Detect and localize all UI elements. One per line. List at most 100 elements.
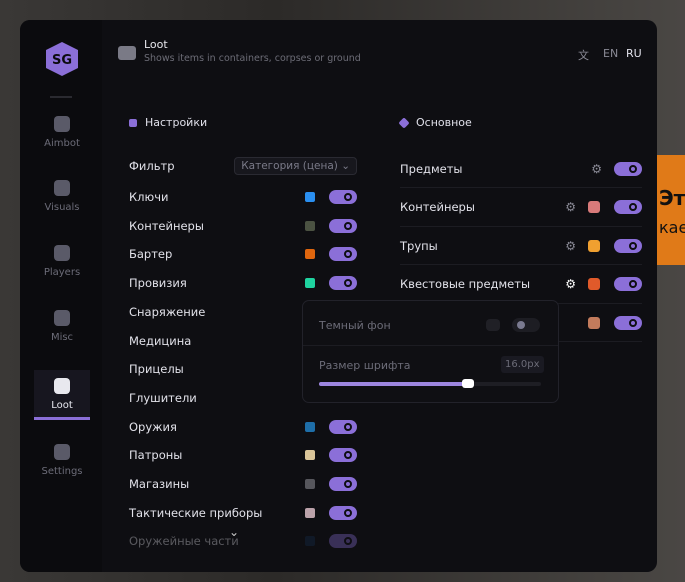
color-swatch[interactable] <box>305 192 315 202</box>
sidebar-item-label: Visuals <box>44 202 80 213</box>
sidebar-item-label: Misc <box>50 332 74 343</box>
dark-bg-toggle[interactable] <box>512 318 540 332</box>
logo-icon: SG <box>46 42 78 76</box>
list-item: Снаряжение <box>129 301 357 323</box>
svg-text:SG: SG <box>52 53 72 68</box>
toggle[interactable] <box>329 477 357 491</box>
sidebar-item-label: Settings <box>41 466 83 477</box>
color-swatch[interactable] <box>305 278 315 289</box>
list-item: Оружейные части <box>129 530 357 552</box>
toggle[interactable] <box>614 277 642 291</box>
list-item: Трупы ⚙ <box>400 227 642 265</box>
color-swatch[interactable] <box>486 319 500 331</box>
toggle[interactable] <box>329 505 357 520</box>
diamond-icon <box>398 116 410 129</box>
color-swatch[interactable] <box>305 220 315 231</box>
sidebar: SG Aimbot Visuals Players Misc Loot Settings <box>20 20 102 572</box>
sidebar-item-aimbot[interactable]: Aimbot <box>34 108 90 158</box>
item-label: Контейнеры <box>129 218 204 233</box>
color-swatch[interactable] <box>588 278 600 290</box>
color-swatch[interactable] <box>305 536 315 547</box>
sidebar-item-loot[interactable]: Loot <box>34 370 90 420</box>
gamepad-icon <box>54 180 70 196</box>
list-item: Квестовые предметы ⚙ <box>400 266 642 304</box>
item-label: Глушители <box>129 390 197 405</box>
toggle[interactable] <box>614 315 642 330</box>
toggle[interactable] <box>329 190 357 204</box>
list-item: Предметы ⚙ <box>400 150 642 188</box>
gear-icon <box>129 118 137 127</box>
sidebar-item-settings[interactable]: Settings <box>34 436 90 486</box>
color-swatch[interactable] <box>588 239 600 252</box>
sidebar-item-misc[interactable]: Misc <box>34 302 90 352</box>
settings-panel: Настройки Фильтр Категория (цена) ⌄ Ключи… <box>115 100 371 555</box>
item-label: Медицина <box>129 333 192 348</box>
dark-bg-label: Темный фон <box>319 319 391 332</box>
lang-en[interactable]: EN <box>603 47 619 60</box>
gear-icon[interactable]: ⚙ <box>565 277 576 291</box>
list-item: Контейнеры <box>129 215 357 237</box>
sidebar-item-label: Aimbot <box>44 138 80 149</box>
font-size-slider[interactable] <box>319 379 541 388</box>
color-swatch[interactable] <box>305 249 315 260</box>
sidebar-item-players[interactable]: Players <box>34 237 90 287</box>
item-label: Провизия <box>129 276 187 291</box>
item-label: Бартер <box>129 247 173 262</box>
toggle[interactable] <box>614 200 642 214</box>
font-size-label: Размер шрифта <box>319 359 411 372</box>
gear-icon[interactable]: ⚙ <box>565 238 576 253</box>
list-item: Магазины <box>129 473 357 495</box>
users-icon <box>54 245 70 261</box>
slider-handle[interactable] <box>461 379 474 388</box>
alien-icon <box>54 116 70 132</box>
color-swatch[interactable] <box>305 450 315 461</box>
list-item: Оружия <box>129 416 357 438</box>
item-label: Патроны <box>129 448 183 463</box>
list-item: Прицелы <box>129 358 357 380</box>
list-item: Медицина <box>129 330 357 352</box>
color-swatch[interactable] <box>305 479 315 489</box>
divider <box>50 96 72 98</box>
toggle[interactable] <box>329 448 357 463</box>
toggle[interactable] <box>329 218 357 233</box>
color-swatch[interactable] <box>305 507 315 518</box>
sidebar-item-visuals[interactable]: Visuals <box>34 172 90 222</box>
background-banner: Эт кае <box>657 155 685 265</box>
filter-label: Фильтр <box>129 159 175 173</box>
list-item: Ключи <box>129 186 357 208</box>
item-label: Ключи <box>129 190 169 204</box>
sidebar-item-label: Players <box>43 267 81 278</box>
toggle[interactable] <box>329 276 357 291</box>
list-item: Контейнеры ⚙ <box>400 189 642 227</box>
item-label: Трупы <box>400 238 438 253</box>
font-size-value[interactable]: 16.0px <box>501 356 544 373</box>
briefcase-icon <box>118 46 136 60</box>
list-icon <box>54 444 70 460</box>
item-label: Прицелы <box>129 362 184 377</box>
item-label: Квестовые предметы <box>400 277 531 291</box>
color-swatch[interactable] <box>588 201 600 213</box>
sidebar-item-label: Loot <box>51 400 73 411</box>
list-item: Провизия <box>129 272 357 294</box>
toggle[interactable] <box>329 247 357 262</box>
item-label: Магазины <box>129 477 190 491</box>
item-label: Контейнеры <box>400 200 475 214</box>
list-item: Патроны <box>129 444 357 466</box>
translate-icon[interactable]: 文 <box>578 49 589 62</box>
gear-icon[interactable]: ⚙ <box>565 200 576 214</box>
page-subtitle: Shows items in containers, corpses or gr… <box>144 53 361 64</box>
chevron-down-icon[interactable]: ⌄ <box>229 525 240 539</box>
item-label: Предметы <box>400 161 463 176</box>
toggle[interactable] <box>329 534 357 549</box>
toggle[interactable] <box>614 238 642 253</box>
color-swatch[interactable] <box>588 316 600 329</box>
briefcase-icon <box>54 378 70 394</box>
panel-title: Основное <box>416 116 472 129</box>
toggle[interactable] <box>614 161 642 176</box>
gear-icon[interactable]: ⚙ <box>591 161 602 176</box>
filter-select[interactable]: Категория (цена) ⌄ <box>234 157 357 175</box>
color-swatch[interactable] <box>305 421 315 432</box>
lang-ru[interactable]: RU <box>626 47 642 60</box>
list-item: Тактические приборы <box>129 502 357 524</box>
toggle[interactable] <box>329 419 357 434</box>
